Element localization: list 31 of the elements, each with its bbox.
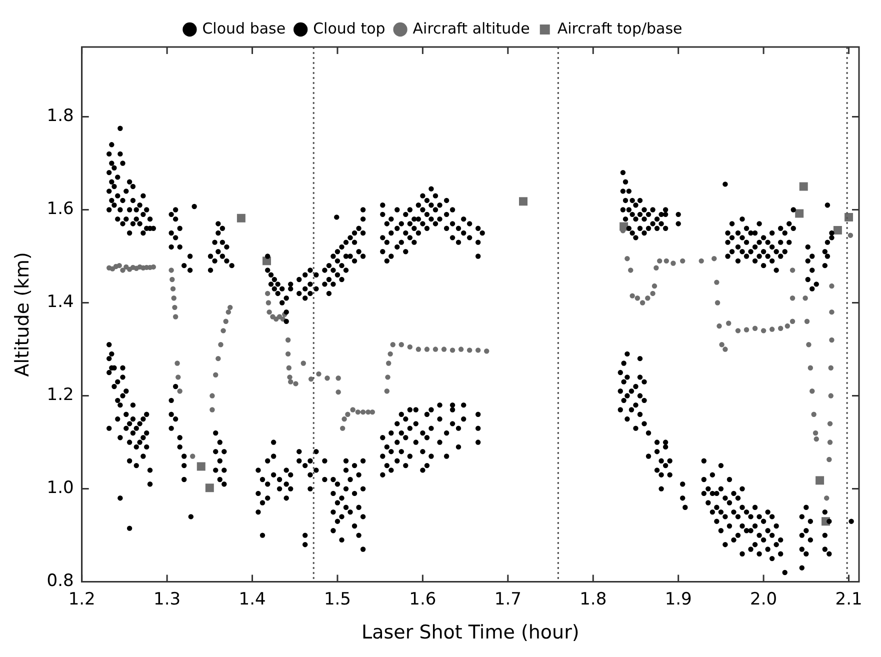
y-axis-title: Altitude (km) [11, 252, 34, 377]
legend-label: Cloud top [313, 19, 386, 38]
legend-label: Cloud base [202, 19, 286, 38]
point [236, 214, 246, 222]
y-tick-label: 1.4 [46, 292, 74, 312]
legend-label: Aircraft altitude [412, 19, 530, 38]
x-tick-label: 1.4 [238, 589, 266, 610]
point [844, 212, 854, 222]
y-tick-label: 1.6 [46, 199, 74, 220]
point [795, 209, 804, 218]
y-tick-label: 1.2 [46, 385, 74, 406]
point [205, 484, 214, 492]
x-tick-label: 2.1 [835, 589, 862, 610]
legend-label: Aircraft top/base [557, 19, 682, 38]
x-tick-label: 1.2 [68, 589, 96, 610]
x-tick-label: 1.7 [494, 589, 522, 610]
x-axis-title: Laser Shot Time (hour) [362, 622, 580, 644]
x-tick-label: 1.5 [324, 589, 352, 610]
point [816, 476, 824, 485]
x-tick-label: 2.0 [750, 589, 778, 610]
point [519, 197, 528, 206]
x-tick-label: 1.3 [154, 589, 181, 610]
y-tick-label: 1.0 [46, 478, 74, 498]
x-tick-label: 1.9 [664, 589, 692, 610]
x-tick-label: 1.6 [409, 589, 436, 610]
point [833, 226, 842, 234]
point [799, 182, 808, 191]
y-tick-label: 1.8 [46, 106, 74, 126]
y-tick-label: 0.8 [46, 571, 74, 592]
point [196, 462, 206, 471]
x-tick-label: 1.8 [580, 589, 607, 610]
